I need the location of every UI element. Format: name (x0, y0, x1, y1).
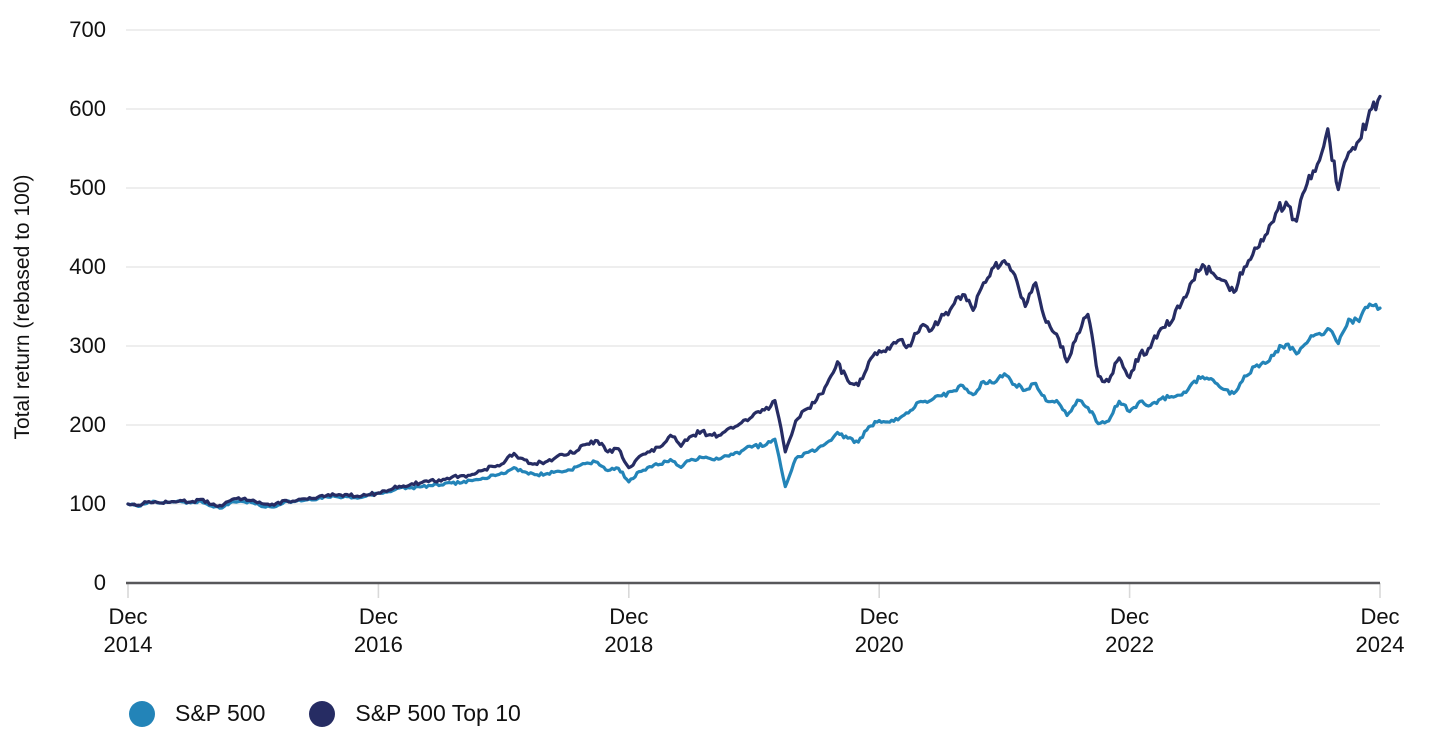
x-tick-label: Dec 2018 (604, 604, 654, 657)
legend: S&P 500 S&P 500 Top 10 (129, 700, 521, 727)
x-tick-label: Dec 2014 (103, 604, 153, 657)
sp500-top10-legend-dot-icon (309, 700, 336, 727)
y-tick-label: 200 (69, 412, 106, 437)
series-line-s-p-500-top-10 (126, 94, 1382, 508)
y-tick-label: 400 (69, 254, 106, 279)
legend-item-sp500: S&P 500 (129, 700, 265, 727)
y-axis-title: Total return (rebased to 100) (11, 174, 34, 440)
y-tick-label: 300 (69, 333, 106, 358)
series-line-s-p-500 (126, 302, 1382, 510)
y-tick-label: 700 (69, 17, 106, 42)
legend-item-sp500-top10: S&P 500 Top 10 (309, 700, 521, 727)
sp500-top10-legend-label: S&P 500 Top 10 (355, 700, 521, 726)
x-tick-label: Dec 2020 (854, 604, 904, 657)
y-tick-label: 500 (69, 175, 106, 200)
x-tick-label: Dec 2024 (1355, 604, 1405, 657)
sp500-legend-label: S&P 500 (175, 700, 266, 726)
y-tick-label: 100 (69, 491, 106, 516)
x-tick-label: Dec 2022 (1105, 604, 1155, 657)
x-tick-label: Dec 2016 (353, 604, 403, 657)
sp500-legend-dot-icon (129, 700, 155, 727)
y-tick-label: 600 (69, 96, 106, 121)
y-tick-label: 0 (93, 570, 106, 595)
